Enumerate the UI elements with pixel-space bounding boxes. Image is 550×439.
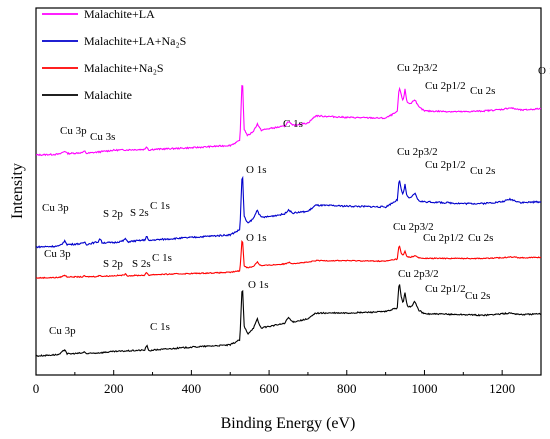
peak-label-2-6: Cu 2p3/2: [397, 146, 438, 158]
peak-label-1-5: Cu 2p3/2: [397, 62, 438, 74]
x-tick-label-0: 0: [33, 381, 40, 396]
peak-label-2-3: S 2s: [130, 207, 149, 219]
peak-label-1-7: Cu 2s: [470, 85, 495, 97]
x-tick-label-400: 400: [182, 381, 202, 396]
peak-label-3-3: S 2s: [132, 258, 151, 270]
series-line-3: [35, 240, 542, 280]
peak-label-3-4: C 1s: [152, 252, 172, 264]
peak-label-3-5: O 1s: [246, 232, 266, 244]
y-axis-title: Intensity: [9, 163, 26, 219]
series-line-2: [35, 175, 542, 249]
series-line-4: [35, 284, 542, 358]
peak-label-2-7: Cu 2p1/2: [425, 159, 466, 171]
x-tick-label-1200: 1200: [489, 381, 515, 396]
peak-label-1-1: Cu 3p: [60, 125, 87, 137]
peak-label-3-8: Cu 2s: [468, 232, 493, 244]
peak-label-2-4: C 1s: [150, 200, 170, 212]
peak-label-3-1: Cu 3p: [44, 248, 71, 260]
peak-label-4-5: Cu 2p1/2: [425, 283, 466, 295]
peak-label-4-3: O 1s: [248, 279, 268, 291]
peak-label-2-2: S 2p: [103, 208, 123, 220]
x-tick-label-800: 800: [337, 381, 357, 396]
peak-label-4-6: Cu 2s: [465, 290, 490, 302]
x-axis: 0 200 400 600 800 1000 1200: [33, 370, 515, 396]
x-tick-label-1000: 1000: [411, 381, 437, 396]
series-line-1: [35, 85, 542, 157]
plot-frame: [35, 7, 542, 376]
series-layer: [35, 85, 542, 358]
peak-label-4-2: C 1s: [150, 321, 170, 333]
peak-label-4-4: Cu 2p3/2: [398, 268, 439, 280]
peak-label-3-7: Cu 2p1/2: [423, 232, 464, 244]
x-tick-label-600: 600: [259, 381, 279, 396]
x-axis-title: Binding Energy (eV): [221, 415, 356, 432]
legend-label-2: Malachite+LA+Na₂S: [84, 34, 186, 48]
peak-label-2-5: O 1s: [246, 164, 266, 176]
legend-label-1: Malachite+LA: [84, 7, 155, 21]
peak-label-2-8: Cu 2s: [470, 165, 495, 177]
peak-label-1-6: Cu 2p1/2: [425, 80, 466, 92]
peak-label-1-2: Cu 3s: [90, 131, 115, 143]
peak-label-1-3: C 1s: [283, 118, 303, 130]
peak-label-3-2: S 2p: [103, 258, 123, 270]
peak-label-4-1: Cu 3p: [49, 325, 76, 337]
legend-label-4: Malachite: [84, 88, 132, 102]
peak-label-2-1: Cu 3p: [42, 202, 69, 214]
peak-label-1-4: O 1s: [538, 65, 550, 77]
peak-label-3-6: Cu 2p3/2: [393, 221, 434, 233]
x-tick-label-200: 200: [104, 381, 124, 396]
legend: Malachite+LA Malachite+LA+Na₂S Malachite+N…: [42, 7, 186, 102]
legend-label-3: Malachite+Na₂S: [84, 61, 164, 75]
